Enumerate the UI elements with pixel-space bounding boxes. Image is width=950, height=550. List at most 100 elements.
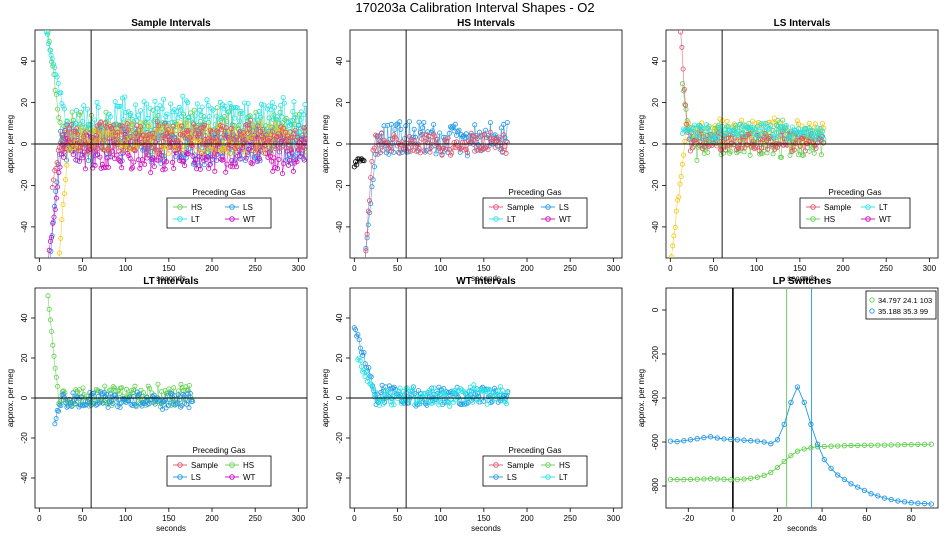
data-point bbox=[279, 114, 285, 120]
data-point bbox=[758, 121, 764, 127]
data-point bbox=[245, 130, 251, 136]
data-point bbox=[186, 114, 192, 120]
panel-lt: LT Intervals 0 50 100 150 200 250 300 -40 -20 0 20 4… bbox=[6, 276, 308, 533]
data-point bbox=[49, 234, 55, 240]
data-point bbox=[688, 125, 694, 131]
data-point bbox=[97, 154, 103, 160]
data-point bbox=[441, 386, 447, 392]
data-point bbox=[102, 383, 108, 389]
data-point bbox=[124, 121, 130, 127]
data-point bbox=[352, 327, 358, 333]
data-point bbox=[231, 125, 237, 131]
data-point bbox=[808, 127, 814, 133]
data-point bbox=[397, 150, 403, 156]
data-point bbox=[757, 151, 763, 157]
data-point bbox=[751, 131, 757, 137]
data-point bbox=[775, 118, 781, 124]
data-point bbox=[186, 128, 192, 134]
data-point bbox=[52, 203, 58, 209]
data-point bbox=[461, 147, 467, 153]
data-point bbox=[712, 138, 718, 144]
data-point bbox=[378, 389, 384, 395]
data-point bbox=[232, 149, 238, 155]
data-point bbox=[216, 124, 222, 130]
data-point bbox=[48, 264, 52, 268]
data-point bbox=[261, 102, 267, 108]
data-point bbox=[247, 117, 253, 123]
data-point bbox=[137, 124, 143, 130]
data-point bbox=[386, 151, 392, 157]
data-point bbox=[750, 138, 756, 144]
data-point bbox=[150, 393, 156, 399]
data-point bbox=[490, 390, 496, 396]
data-point bbox=[237, 156, 243, 162]
y-tick-label: -40 bbox=[335, 472, 344, 484]
data-point bbox=[222, 103, 228, 109]
data-point bbox=[77, 144, 83, 150]
data-point bbox=[187, 135, 193, 141]
data-point bbox=[707, 434, 714, 440]
data-point bbox=[46, 247, 52, 253]
y-axis-label: approx. per meg bbox=[6, 369, 15, 427]
data-point bbox=[160, 144, 166, 150]
data-point bbox=[505, 390, 511, 396]
data-point bbox=[227, 163, 233, 169]
legend-swatch-point bbox=[493, 216, 499, 222]
data-point bbox=[99, 144, 105, 150]
data-point bbox=[64, 404, 70, 410]
data-point bbox=[692, 122, 698, 128]
data-point bbox=[675, 197, 681, 203]
data-point bbox=[774, 130, 780, 136]
data-point bbox=[774, 144, 780, 150]
data-point bbox=[406, 133, 412, 139]
data-point bbox=[283, 129, 289, 135]
data-point bbox=[49, 56, 55, 62]
data-point bbox=[146, 122, 152, 128]
data-point bbox=[51, 353, 57, 359]
data-point bbox=[123, 110, 129, 116]
data-point bbox=[159, 132, 165, 138]
data-point bbox=[301, 112, 307, 118]
data-point bbox=[475, 147, 481, 153]
data-point bbox=[380, 147, 386, 153]
x-tick-label: 100 bbox=[434, 264, 448, 273]
data-point bbox=[284, 148, 290, 154]
data-point bbox=[75, 124, 81, 130]
data-point bbox=[769, 134, 775, 140]
data-point bbox=[55, 106, 61, 112]
data-point bbox=[110, 384, 116, 390]
data-point bbox=[402, 136, 408, 142]
data-point bbox=[55, 147, 61, 153]
data-point bbox=[113, 140, 119, 146]
data-point bbox=[78, 109, 84, 115]
x-tick-label: 200 bbox=[205, 264, 219, 273]
data-point bbox=[53, 195, 59, 201]
data-point bbox=[728, 149, 734, 155]
data-point bbox=[797, 130, 803, 136]
data-point bbox=[239, 110, 245, 116]
data-point bbox=[814, 441, 821, 447]
data-point bbox=[204, 97, 210, 103]
data-point bbox=[145, 115, 151, 121]
data-point bbox=[371, 145, 377, 151]
data-point bbox=[467, 140, 473, 146]
data-point bbox=[226, 144, 232, 150]
data-point bbox=[416, 145, 422, 151]
data-point bbox=[214, 128, 220, 134]
legend-label: HS bbox=[243, 461, 254, 470]
data-point bbox=[360, 352, 366, 358]
data-point bbox=[61, 106, 67, 112]
data-point bbox=[52, 421, 58, 427]
series-Sample bbox=[49, 117, 307, 190]
data-point bbox=[127, 394, 133, 400]
y-tick-label: -40 bbox=[20, 221, 29, 233]
data-point bbox=[754, 124, 760, 130]
data-point bbox=[249, 136, 255, 142]
data-point bbox=[429, 128, 435, 134]
data-point bbox=[113, 387, 119, 393]
data-point bbox=[681, 152, 687, 158]
data-point bbox=[417, 150, 423, 156]
data-point bbox=[256, 109, 262, 115]
data-point bbox=[258, 119, 264, 125]
legend-label: LS bbox=[559, 203, 569, 212]
